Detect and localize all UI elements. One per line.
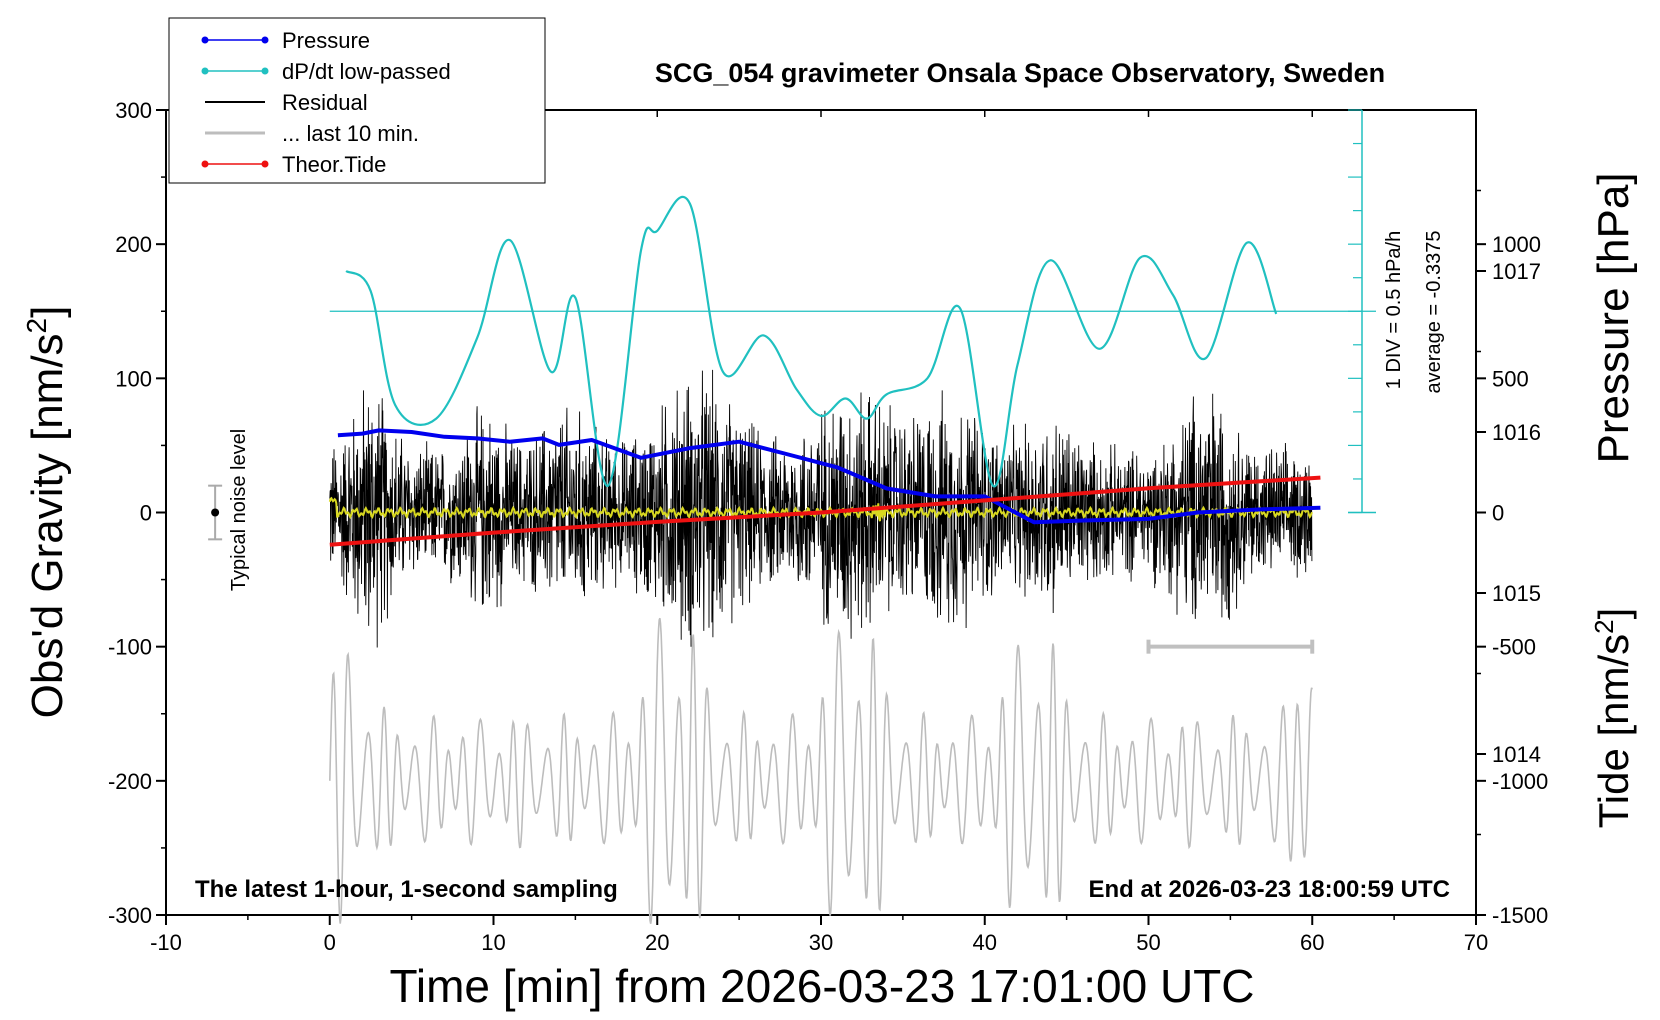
x-axis-title: Time [min] from 2026-03-23 17:01:00 UTC <box>390 960 1255 1012</box>
legend-label-pressure: Pressure <box>282 28 370 53</box>
y-tick-label-4: -100 <box>108 635 152 660</box>
legend: Pressure dP/dt low-passed Residual ... l… <box>168 17 546 184</box>
tide-tick-label-1: 500 <box>1492 366 1529 391</box>
y-tick-label-2: 100 <box>115 366 152 391</box>
legend-marker-pressure <box>201 36 209 44</box>
left-axis-ticks: 300 200 100 0 -100 -200 -300 <box>108 98 166 928</box>
legend-marker-dpdt-end <box>261 67 269 75</box>
x-tick-label-2: 10 <box>481 930 505 955</box>
tide-axis-ticks: 1000 500 0 -500 -1000 -1500 <box>1476 232 1548 928</box>
y-tick-label-6: -300 <box>108 903 152 928</box>
legend-label-tide: Theor.Tide <box>282 152 386 177</box>
y-axis-title-left: Obs'd Gravity [nm/s2] <box>21 306 72 719</box>
tide-tick-label-4: -1000 <box>1492 769 1548 794</box>
dpdt-scale-bar <box>329 109 1376 514</box>
legend-label-last10: ... last 10 min. <box>282 121 419 146</box>
smoothed-residual-line <box>328 496 1314 522</box>
x-axis-ticks: -10 0 10 20 30 40 50 60 70 <box>150 110 1488 955</box>
dpdt-line <box>345 195 1278 488</box>
tide-series <box>329 475 1321 547</box>
last-10-min-bracket <box>1146 639 1315 654</box>
pressure-series <box>337 428 1321 525</box>
tide-tick-label-3: -500 <box>1492 635 1536 660</box>
x-tick-label-6: 50 <box>1136 930 1160 955</box>
y-tick-label-0: 300 <box>115 98 152 123</box>
noise-level-marker <box>208 484 223 541</box>
pressure-tick-label-0: 1014 <box>1492 742 1541 767</box>
y-tick-label-3: 0 <box>140 501 152 526</box>
dpdt-series <box>345 195 1278 488</box>
legend-marker-dpdt <box>201 67 209 75</box>
scale-bar-label: 1 DIV = 0.5 hPa/h <box>1383 231 1405 389</box>
tide-tick-label-5: -1500 <box>1492 903 1548 928</box>
y-tick-label-5: -200 <box>108 769 152 794</box>
bottom-left-note: The latest 1-hour, 1-second sampling <box>195 876 618 903</box>
pressure-axis-ticks: 1014 1015 1016 1017 <box>1476 189 1541 836</box>
noise-level-label: Typical noise level <box>228 429 250 591</box>
tide-tick-label-0: 1000 <box>1492 232 1541 257</box>
x-tick-label-1: 0 <box>324 930 336 955</box>
x-tick-label-5: 40 <box>973 930 997 955</box>
last-10-min-series <box>329 617 1313 924</box>
pressure-line <box>337 428 1321 525</box>
legend-marker-tide <box>201 160 209 168</box>
legend-box <box>168 17 546 184</box>
tide-line <box>329 475 1321 547</box>
legend-marker-tide-end <box>261 160 269 168</box>
x-tick-label-3: 20 <box>645 930 669 955</box>
x-tick-label-8: 70 <box>1464 930 1488 955</box>
bottom-right-note: End at 2026-03-23 18:00:59 UTC <box>1089 876 1451 903</box>
pressure-axis-title: Pressure [hPa] <box>1589 172 1638 463</box>
legend-label-dpdt: dP/dt low-passed <box>282 59 451 84</box>
pressure-tick-label-3: 1017 <box>1492 259 1541 284</box>
tide-tick-label-2: 0 <box>1492 501 1504 526</box>
x-tick-label-4: 30 <box>809 930 833 955</box>
tide-axis-title: Tide [nm/s2] <box>1589 608 1637 829</box>
noise-center-dot <box>211 508 220 517</box>
x-tick-label-0: -10 <box>150 930 182 955</box>
smoothed-residual-path <box>328 496 1314 522</box>
pressure-tick-label-2: 1016 <box>1492 420 1541 445</box>
legend-marker-pressure-end <box>261 36 269 44</box>
y-tick-label-1: 200 <box>115 232 152 257</box>
x-tick-label-7: 60 <box>1300 930 1324 955</box>
pressure-tick-label-1: 1015 <box>1492 581 1541 606</box>
legend-label-residual: Residual <box>282 90 368 115</box>
average-label: average = -0.3375 <box>1423 231 1445 394</box>
chart-title: SCG_054 gravimeter Onsala Space Observat… <box>655 58 1385 88</box>
last-10-min-line <box>329 617 1313 924</box>
